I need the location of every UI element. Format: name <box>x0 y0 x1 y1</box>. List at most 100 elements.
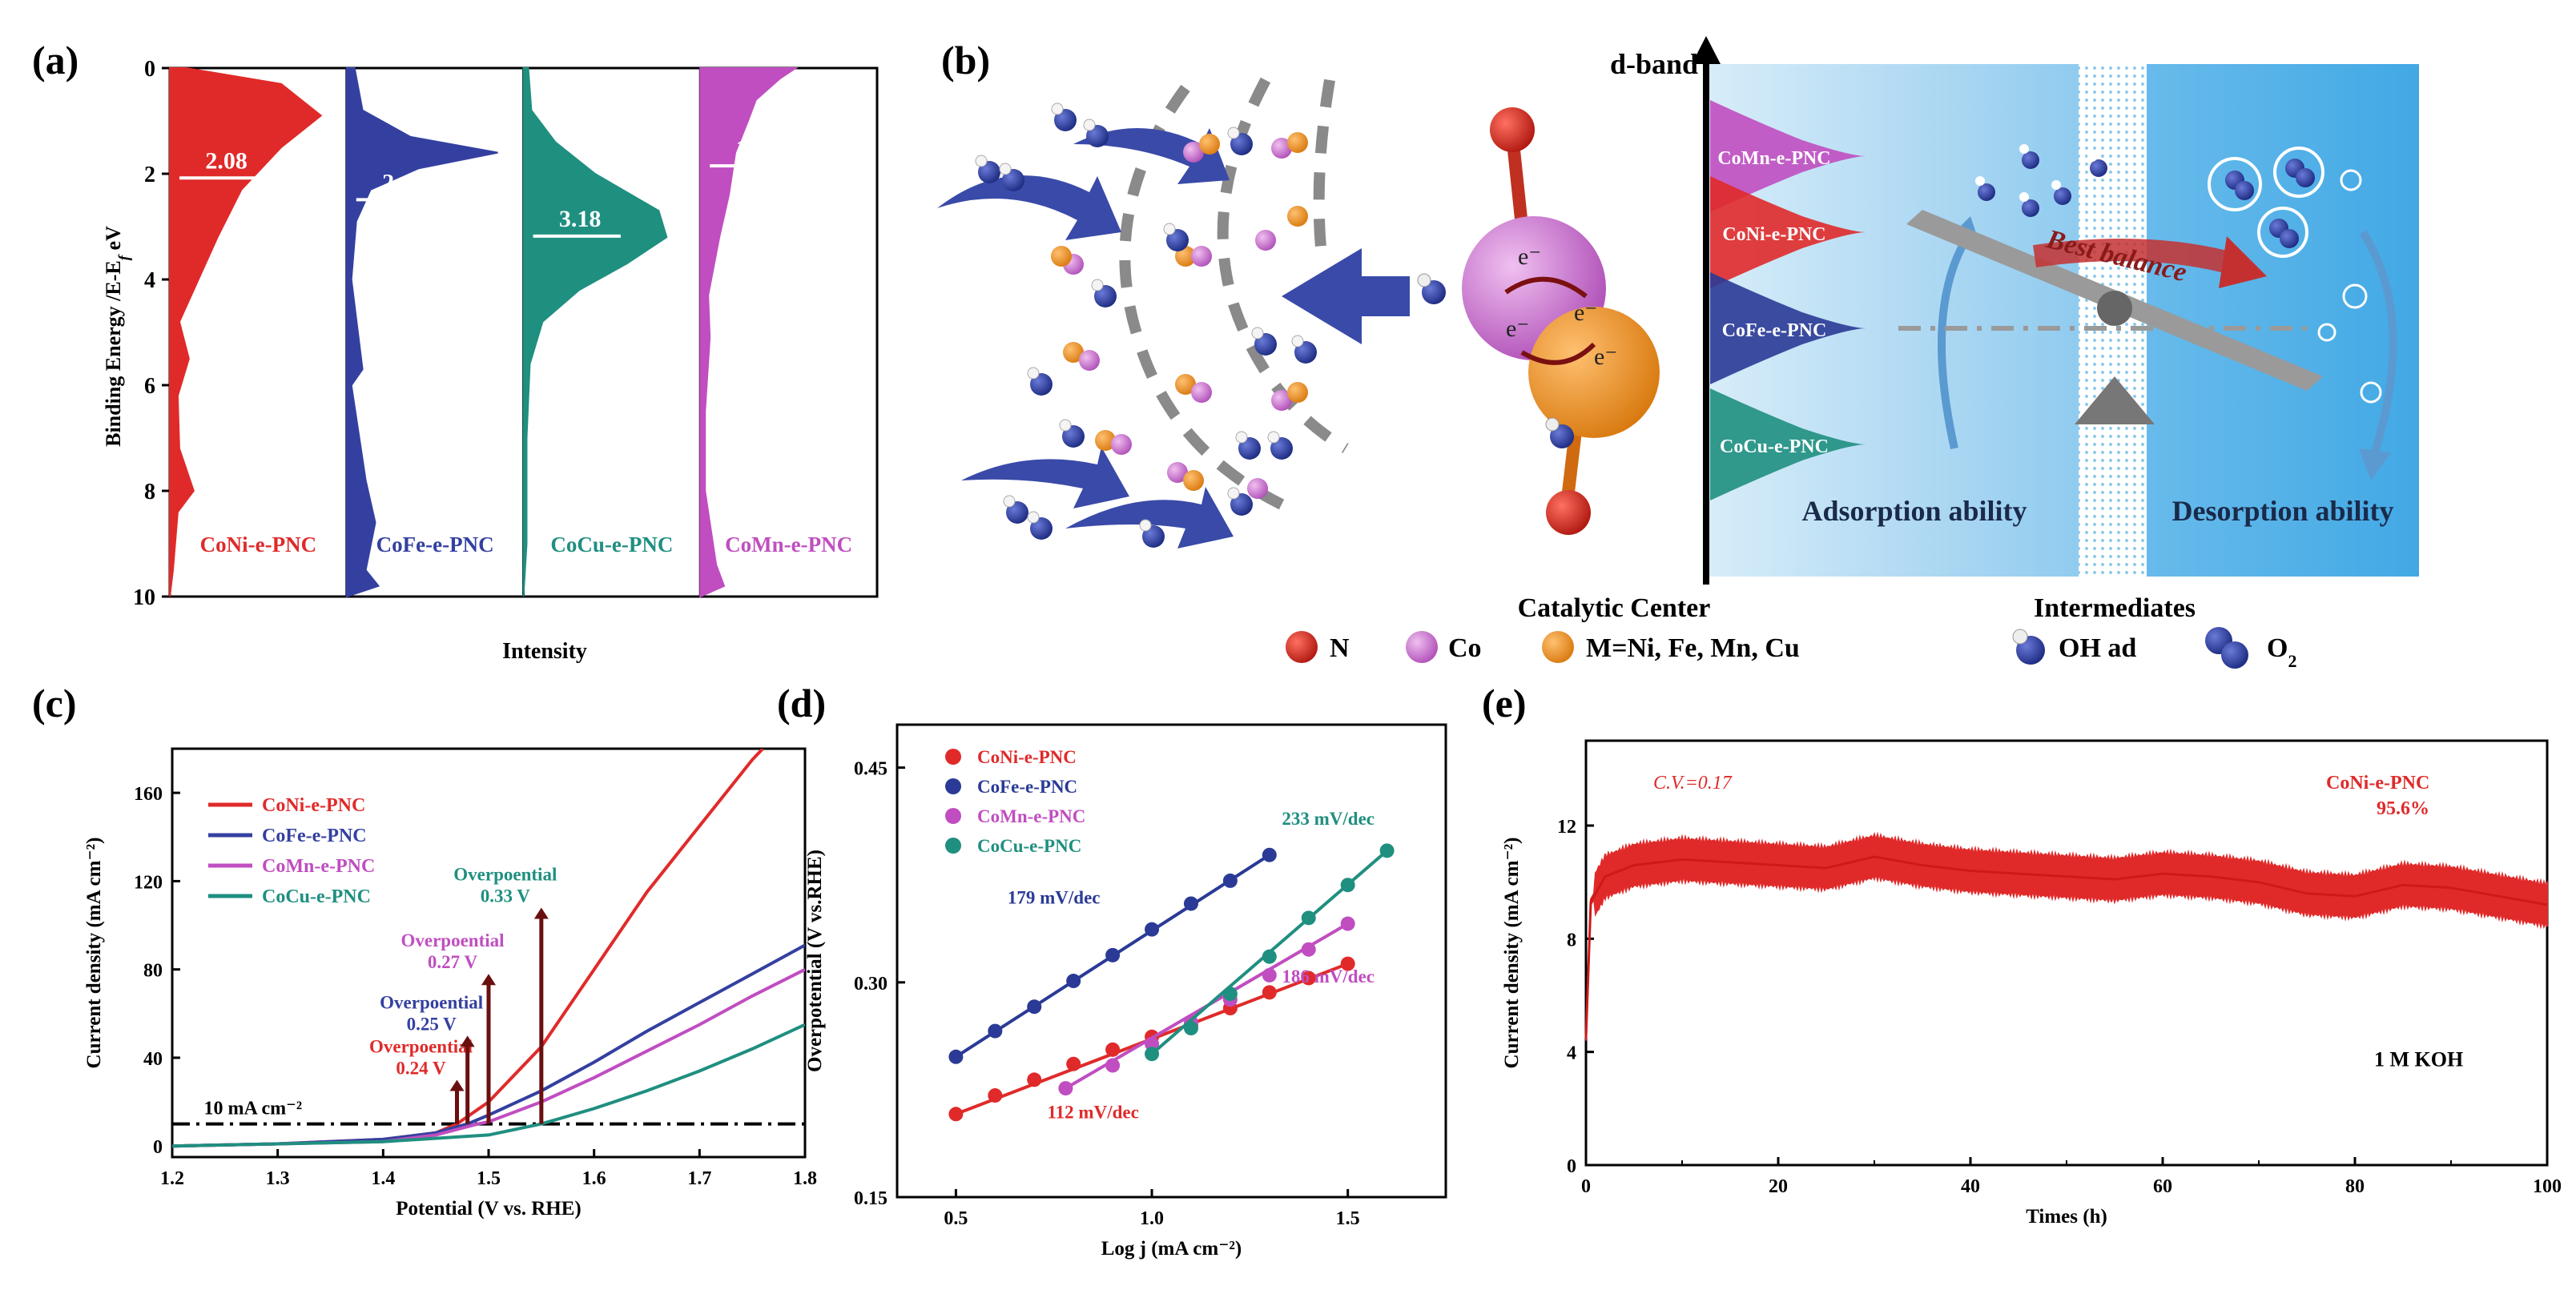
oh-molecule <box>1142 525 1165 548</box>
y-axis-label: Current density (mA cm⁻²) <box>1501 838 1523 1069</box>
legend-n-marker <box>1286 631 1318 663</box>
big-right-arrow <box>1282 248 1410 344</box>
d-band-center-value: 3.18 <box>559 206 602 232</box>
y-tick-label: 8 <box>1567 930 1576 950</box>
data-point <box>988 1023 1003 1039</box>
desorption-label: Desorption ability <box>2171 495 2393 527</box>
co-molecule <box>1079 350 1100 371</box>
oh-hydrogen <box>1139 519 1152 532</box>
y-tick-label: 4 <box>1567 1043 1576 1064</box>
metal-molecule <box>1183 470 1204 491</box>
metal-molecule <box>1095 430 1116 451</box>
electron-label: e⁻ <box>1594 344 1617 370</box>
d-band-center-value: 1.85 <box>736 135 779 162</box>
oh-molecule <box>1006 501 1028 524</box>
x-tick-label: 1.5 <box>1336 1208 1360 1229</box>
panel-label-b: (b) <box>941 38 990 82</box>
x-axis-label: Times (h) <box>2026 1206 2107 1228</box>
oh-molecule <box>1002 169 1024 191</box>
column-label: CoMn-e-PNC <box>725 532 852 557</box>
co-molecule <box>1247 478 1268 499</box>
panel-d: (d) 0.5 1.0 1.5 0.15 0.30 0.45 Log j (mA cm⁻²)… <box>777 681 1447 1260</box>
legend-co-label: Co <box>1448 633 1482 663</box>
d-band-peak-label: CoFe-e-PNC <box>1722 320 1827 341</box>
d-band-label: d-band <box>1610 48 1698 80</box>
data-point <box>1105 1058 1121 1073</box>
retention-annotation: 95.6% <box>2377 798 2429 819</box>
oh-hydrogen <box>1059 419 1072 432</box>
d-band-peaks: CoMn-e-PNC CoNi-e-PNC CoFe-e-PNC CoCu-e-PNC <box>1710 100 1866 500</box>
x-tick-label: 1.4 <box>371 1168 395 1189</box>
panel-label-a: (a) <box>32 38 78 82</box>
legend-marker <box>945 749 961 765</box>
stability-trace <box>1585 831 2548 1041</box>
panel-label-d: (d) <box>777 681 826 725</box>
data-point <box>1145 1036 1160 1051</box>
overpotential-value: 0.27 V <box>428 952 478 972</box>
column-label: CoFe-e-PNC <box>376 532 494 557</box>
oh-molecule <box>1030 373 1053 396</box>
data-point <box>1301 942 1316 957</box>
electrolyte-annotation: 1 M KOH <box>2374 1047 2463 1071</box>
overpotential-label: Overpoential <box>380 992 483 1012</box>
y-tick-label: 12 <box>1557 817 1576 838</box>
panel-a-ytick-label: 0 <box>144 57 155 82</box>
metal-molecule <box>1287 132 1308 153</box>
metal-molecule <box>1287 382 1308 403</box>
overpotential-arrowhead <box>481 974 496 986</box>
d-band-center-value: 2.08 <box>205 147 248 174</box>
panel-a-ytick-label: 6 <box>144 374 155 399</box>
data-point <box>1340 878 1355 893</box>
d-band-peak <box>1710 100 1866 212</box>
data-point <box>1183 896 1198 911</box>
cv-annotation: C.V.=0.17 <box>1653 773 1733 794</box>
y-axis-label: Overpotential (V vs.RHE) <box>804 850 826 1072</box>
d-band-peak <box>1710 176 1866 288</box>
intermediate-flow-scene <box>1119 77 1349 510</box>
x-tick-label: 1.7 <box>687 1168 711 1189</box>
co-molecule <box>1271 138 1292 159</box>
x-tick-label: 1.3 <box>266 1168 290 1189</box>
y-tick-label: 40 <box>143 1049 163 1070</box>
data-point <box>1105 1042 1121 1057</box>
dos-curve-comn-e-pnc <box>699 67 799 598</box>
overpotential-arrowhead <box>460 1035 475 1047</box>
legend-label: CoMn-e-PNC <box>977 806 1085 826</box>
legend-oh-label: OH ad <box>2059 633 2136 663</box>
metal-molecule <box>1287 206 1308 227</box>
x-tick-label: 20 <box>1769 1176 1788 1197</box>
legend-o2-label: O2 <box>2267 633 2296 671</box>
oh-hydrogen <box>1267 431 1280 444</box>
legend-marker <box>945 838 961 854</box>
oh-hydrogen <box>1163 223 1176 235</box>
x-tick-label: 1.0 <box>1140 1208 1164 1229</box>
electron-label: e⁻ <box>1574 299 1597 326</box>
data-point <box>1027 1072 1042 1087</box>
overpotential-label: Overpoential <box>400 930 504 950</box>
oh-molecule <box>1054 109 1077 131</box>
column-label: CoCu-e-PNC <box>550 532 673 557</box>
dos-curve-coni-e-pnc <box>169 67 323 597</box>
y-tick-label: 0.15 <box>854 1188 888 1209</box>
panel-b: (b) e⁻ e⁻ e⁻ e⁻ <box>937 36 2419 671</box>
metal-molecule <box>1063 342 1084 363</box>
oh-hydrogen <box>1091 279 1104 291</box>
oh-hydrogen <box>1027 511 1040 524</box>
overpotential-value: 0.25 V <box>407 1014 457 1034</box>
oh-molecule <box>1238 437 1261 460</box>
data-point <box>1066 974 1081 989</box>
data-point <box>1340 916 1355 931</box>
y-tick-label: 0 <box>153 1137 163 1158</box>
data-point <box>1340 956 1355 971</box>
y-tick-label: 0 <box>1567 1156 1576 1177</box>
data-point <box>988 1088 1003 1103</box>
intermediates-label: Intermediates <box>2034 593 2196 623</box>
d-band-peak-label: CoNi-e-PNC <box>1722 224 1825 245</box>
dos-curve-cocu-e-pnc <box>522 67 668 597</box>
x-tick-label: 0 <box>1581 1176 1591 1197</box>
x-tick-label: 1.8 <box>793 1168 817 1189</box>
oh-hydrogen <box>1251 327 1264 340</box>
panel-a-ytick-label: 10 <box>133 585 155 610</box>
legend-co-marker <box>1406 631 1438 663</box>
d-band-peak-label: CoMn-e-PNC <box>1717 148 1830 169</box>
